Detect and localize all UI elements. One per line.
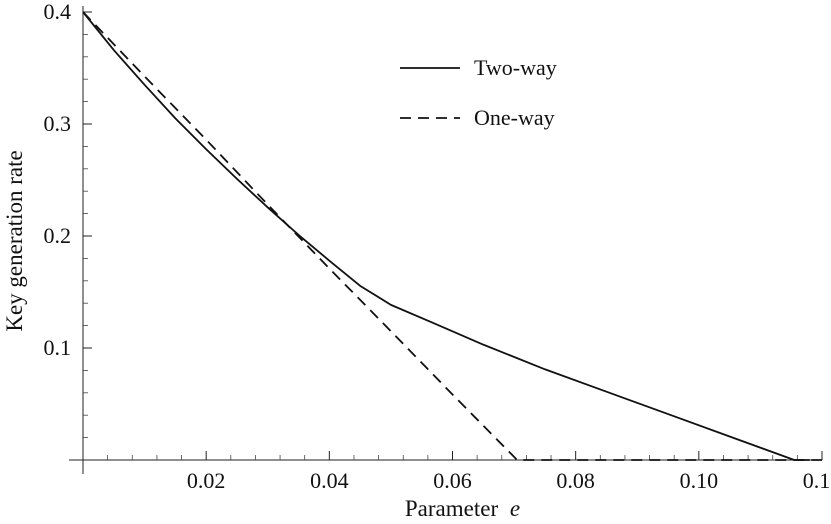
x-axis-title: Parameter e <box>405 496 520 521</box>
x-tick-label: 0.02 <box>187 468 226 493</box>
legend-label-two-way: Two-way <box>474 55 557 80</box>
x-axis-title-variable: e <box>510 496 520 521</box>
x-tick-label: 0.12 <box>803 468 831 493</box>
x-tick-label: 0.04 <box>310 468 349 493</box>
y-tick-label: 0.4 <box>44 0 72 24</box>
x-axis-title-text: Parameter <box>405 496 499 521</box>
x-tick-label: 0.08 <box>556 468 595 493</box>
y-axis-title: Key generation rate <box>2 150 27 331</box>
y-tick-label: 0.2 <box>44 223 72 248</box>
ticks <box>83 11 823 460</box>
legend: Two-way One-way <box>400 55 557 130</box>
y-tick-label: 0.3 <box>44 111 72 136</box>
x-tick-label: 0.10 <box>680 468 719 493</box>
one-way-series-line <box>82 11 822 461</box>
series-layer <box>82 11 822 461</box>
axes <box>69 6 822 474</box>
two-way-series-line <box>82 11 810 461</box>
legend-label-one-way: One-way <box>474 105 555 130</box>
x-tick-label: 0.06 <box>433 468 472 493</box>
y-tick-label: 0.1 <box>44 335 72 360</box>
tick-labels: 0.02 0.04 0.06 0.08 0.10 0.12 0.1 0.2 0.3 0.4 <box>44 0 831 493</box>
